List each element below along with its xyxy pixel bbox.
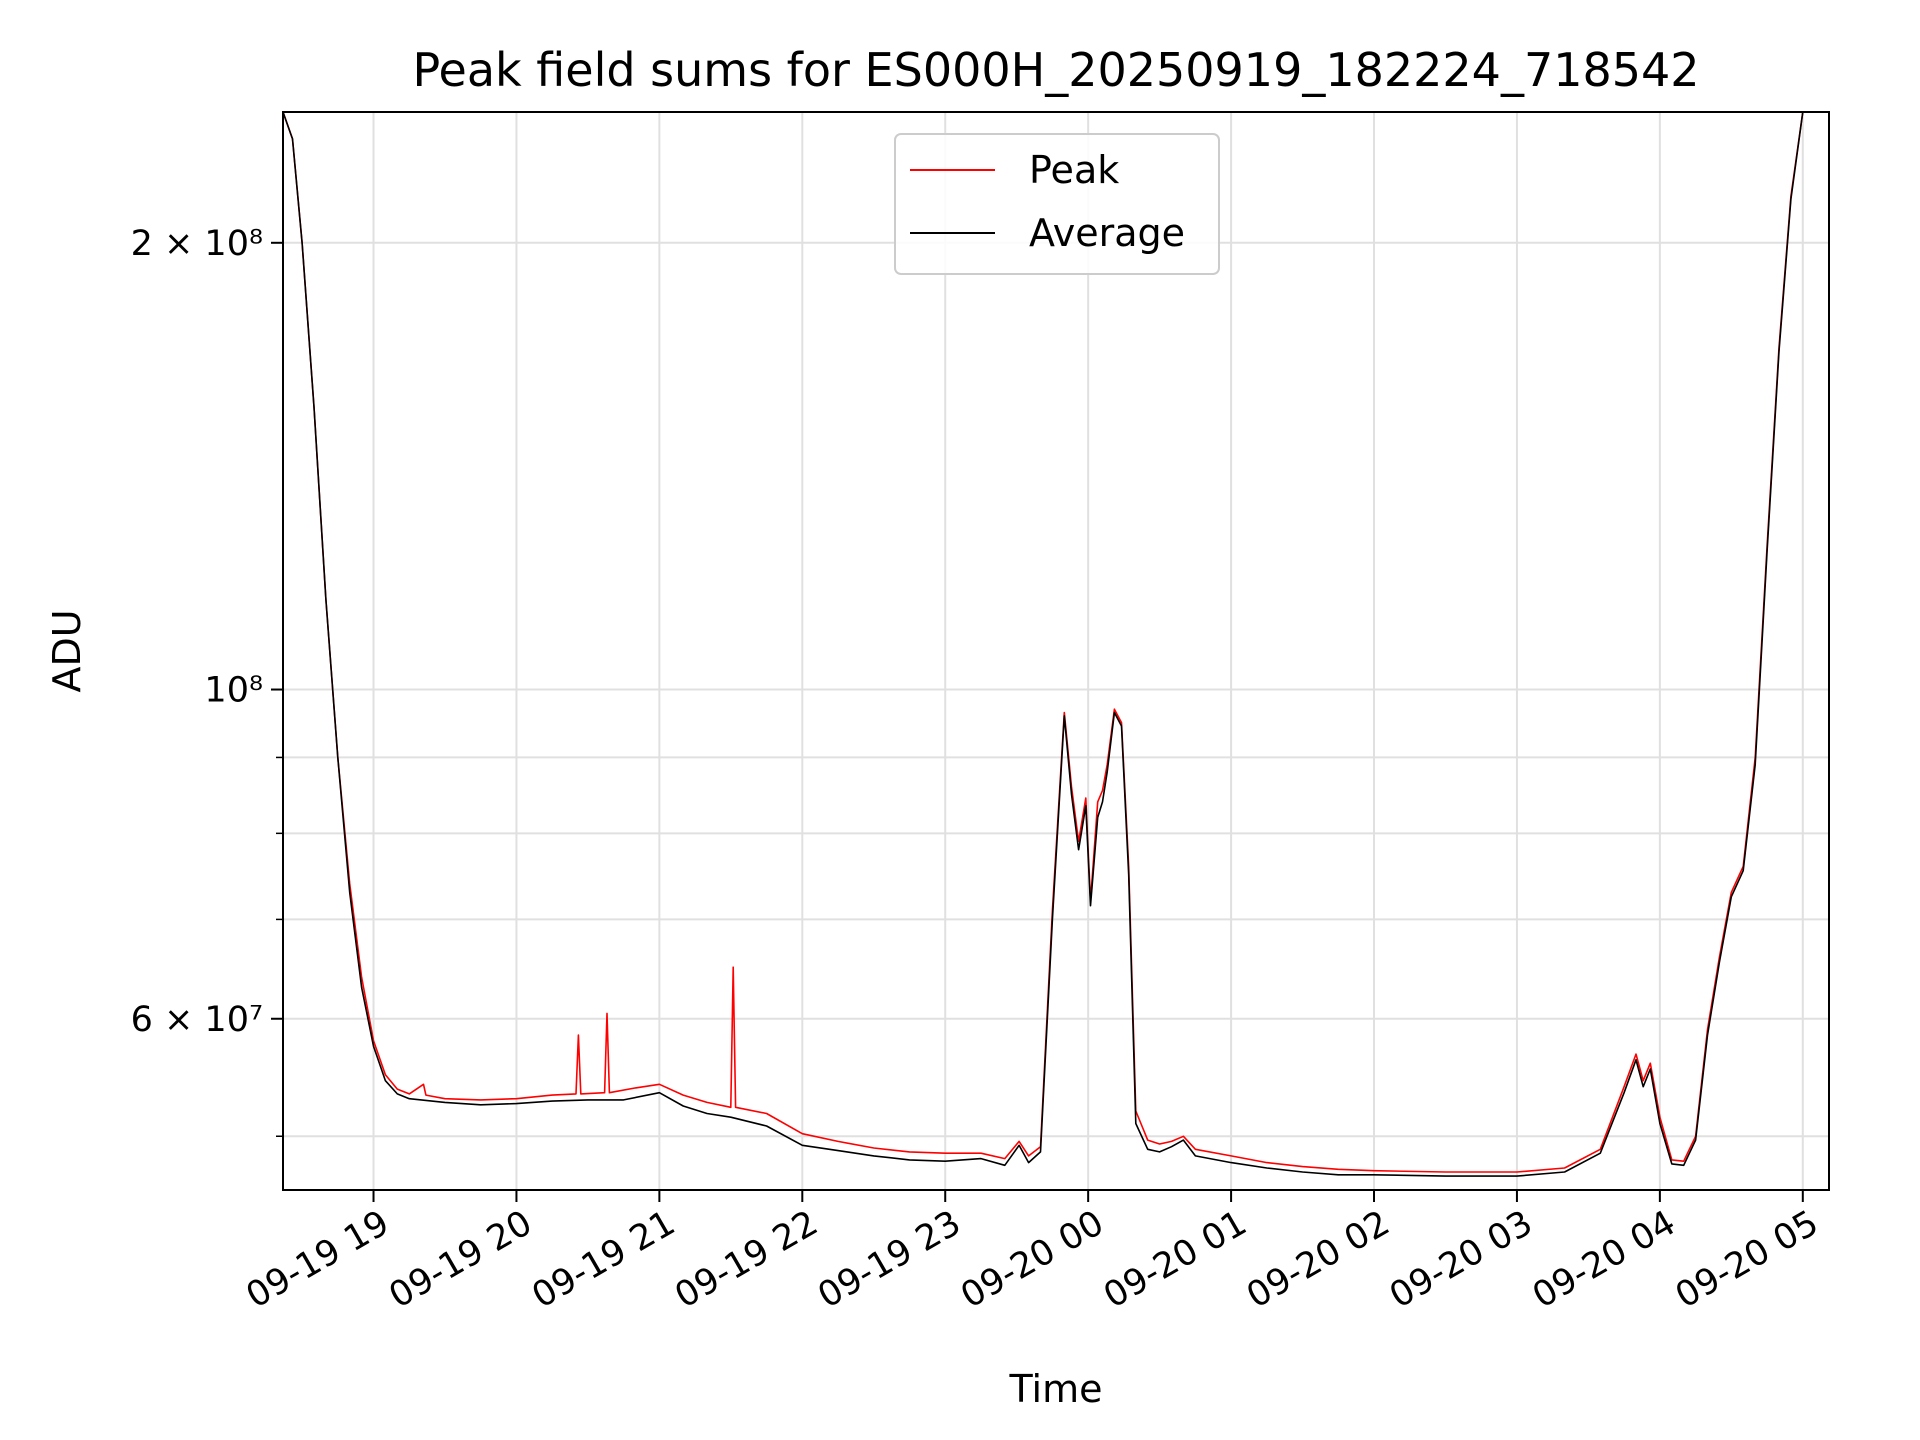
x-axis-label: Time (1009, 1367, 1103, 1411)
y-tick-label: 10⁸ (204, 671, 263, 711)
y-tick-label: 2 × 10⁸ (131, 224, 263, 264)
y-tick-label: 6 × 10⁷ (131, 1000, 263, 1040)
plot-frame (282, 111, 1830, 1191)
legend: Peak Average (894, 133, 1220, 275)
legend-label-average: Average (1029, 211, 1185, 255)
y-axis-label: ADU (45, 609, 89, 692)
chart-title: Peak field sums for ES000H_20250919_1822… (412, 43, 1699, 97)
series-line-average (283, 112, 1804, 1177)
legend-label-peak: Peak (1029, 148, 1119, 192)
series-layer (283, 112, 1804, 1177)
grid (283, 112, 1829, 1190)
y-axis: 6 × 10⁷ 10⁸ 2 × 10⁸ (131, 224, 283, 1138)
